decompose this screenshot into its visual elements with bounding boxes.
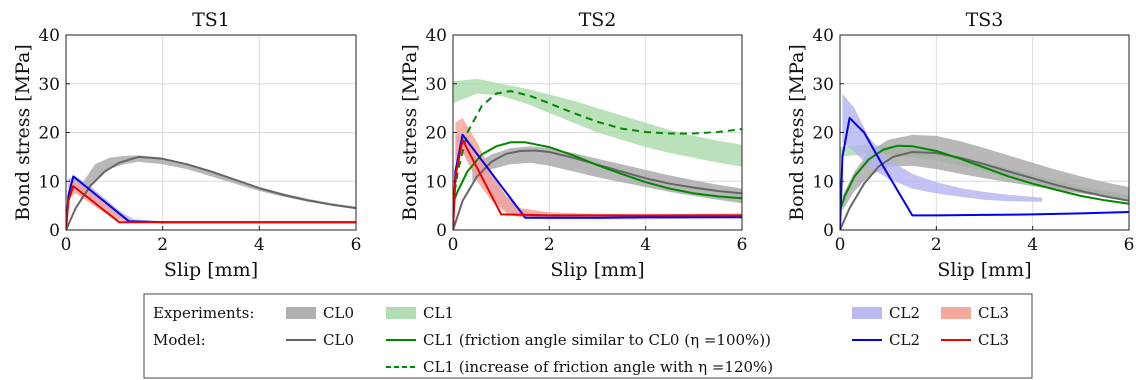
- y-tick-label: 10: [425, 172, 447, 192]
- x-axis-label: Slip [mm]: [164, 259, 258, 281]
- panel-ts1: 0 2 4 6 0 10 20 30 40 TS1 Slip [mm] Bond stress [MP…: [12, 9, 361, 281]
- y-tick-label: 40: [38, 26, 60, 46]
- legend-experiments-label: Experiments:: [153, 304, 254, 322]
- y-axis-label: Bond stress [MPa]: [399, 44, 421, 221]
- x-axis-label: Slip [mm]: [550, 259, 644, 281]
- legend-label-exp-cl2: CL2: [889, 304, 920, 322]
- series-line-cl1-dashed: [453, 90, 742, 204]
- panel-ts2: 0 2 4 6 0 10 20 30 40 TS2 Slip [mm] Bond stress [MP…: [399, 9, 747, 281]
- x-tick-label: 6: [351, 235, 362, 255]
- legend-swatch-exp-cl2: [852, 307, 882, 319]
- y-tick-label: 30: [812, 75, 834, 95]
- y-tick-label: 0: [823, 221, 834, 241]
- legend-label-exp-cl3: CL3: [978, 304, 1009, 322]
- x-tick-label: 6: [737, 235, 748, 255]
- series-line-cl3: [66, 185, 356, 230]
- x-tick-label: 2: [157, 235, 168, 255]
- x-tick-label: 6: [1124, 235, 1135, 255]
- y-axis-label: Bond stress [MPa]: [12, 44, 34, 221]
- legend-label-model-cl0: CL0: [323, 331, 354, 349]
- panel-ts3: 0 2 4 6 0 10 20 30 40 TS3 Slip [mm] Bond stress [MP…: [786, 9, 1134, 281]
- legend-swatch-exp-cl3: [941, 307, 971, 319]
- x-axis-label: Slip [mm]: [937, 259, 1031, 281]
- legend-swatch-exp-cl0: [286, 307, 316, 319]
- chart-title: TS1: [192, 9, 230, 31]
- x-tick-label: 4: [1027, 235, 1038, 255]
- y-tick-label: 40: [425, 26, 447, 46]
- legend-model-label: Model:: [153, 331, 206, 349]
- x-tick-label: 2: [931, 235, 942, 255]
- legend-label-model-cl3: CL3: [978, 331, 1009, 349]
- y-tick-label: 30: [38, 75, 60, 95]
- y-tick-label: 20: [425, 124, 447, 144]
- legend-label-model-cl2: CL2: [889, 331, 920, 349]
- x-tick-label: 2: [544, 235, 555, 255]
- legend: Experiments: CL0 CL1 CL2 CL3 Model: CL0 …: [143, 293, 1033, 379]
- x-tick-label: 4: [640, 235, 651, 255]
- x-tick-label: 0: [448, 235, 459, 255]
- plot-area: [453, 78, 742, 230]
- y-axis-label: Bond stress [MPa]: [786, 44, 808, 221]
- x-tick-label: 0: [61, 235, 72, 255]
- y-tick-label: 10: [38, 172, 60, 192]
- y-tick-label: 20: [812, 124, 834, 144]
- series-line-cl1: [840, 144, 1129, 211]
- x-tick-label: 4: [254, 235, 265, 255]
- y-tick-label: 10: [812, 172, 834, 192]
- chart-title: TS3: [966, 9, 1004, 31]
- series-line-cl3: [453, 138, 742, 230]
- y-tick-label: 20: [38, 124, 60, 144]
- y-tick-label: 40: [812, 26, 834, 46]
- legend-label-model-cl1-dashed: CL1 (increase of friction angle with η =…: [423, 358, 773, 376]
- series-line-cl2: [840, 116, 1129, 230]
- plot-area: [66, 155, 356, 230]
- y-tick-label: 0: [49, 221, 60, 241]
- y-tick-label: 0: [436, 221, 447, 241]
- series-line-cl0: [66, 155, 356, 230]
- series-line-cl0: [453, 149, 742, 230]
- chart-title: TS2: [579, 9, 617, 31]
- plot-area: [840, 93, 1129, 230]
- x-tick-label: 0: [835, 235, 846, 255]
- y-tick-label: 30: [425, 75, 447, 95]
- band-cl2: [842, 93, 1043, 202]
- legend-swatch-exp-cl1: [386, 307, 416, 319]
- legend-label-exp-cl0: CL0: [323, 304, 354, 322]
- legend-label-model-cl1: CL1 (friction angle similar to CL0 (η =1…: [423, 331, 771, 349]
- legend-label-exp-cl1: CL1: [423, 304, 454, 322]
- band-cl0: [842, 134, 1129, 211]
